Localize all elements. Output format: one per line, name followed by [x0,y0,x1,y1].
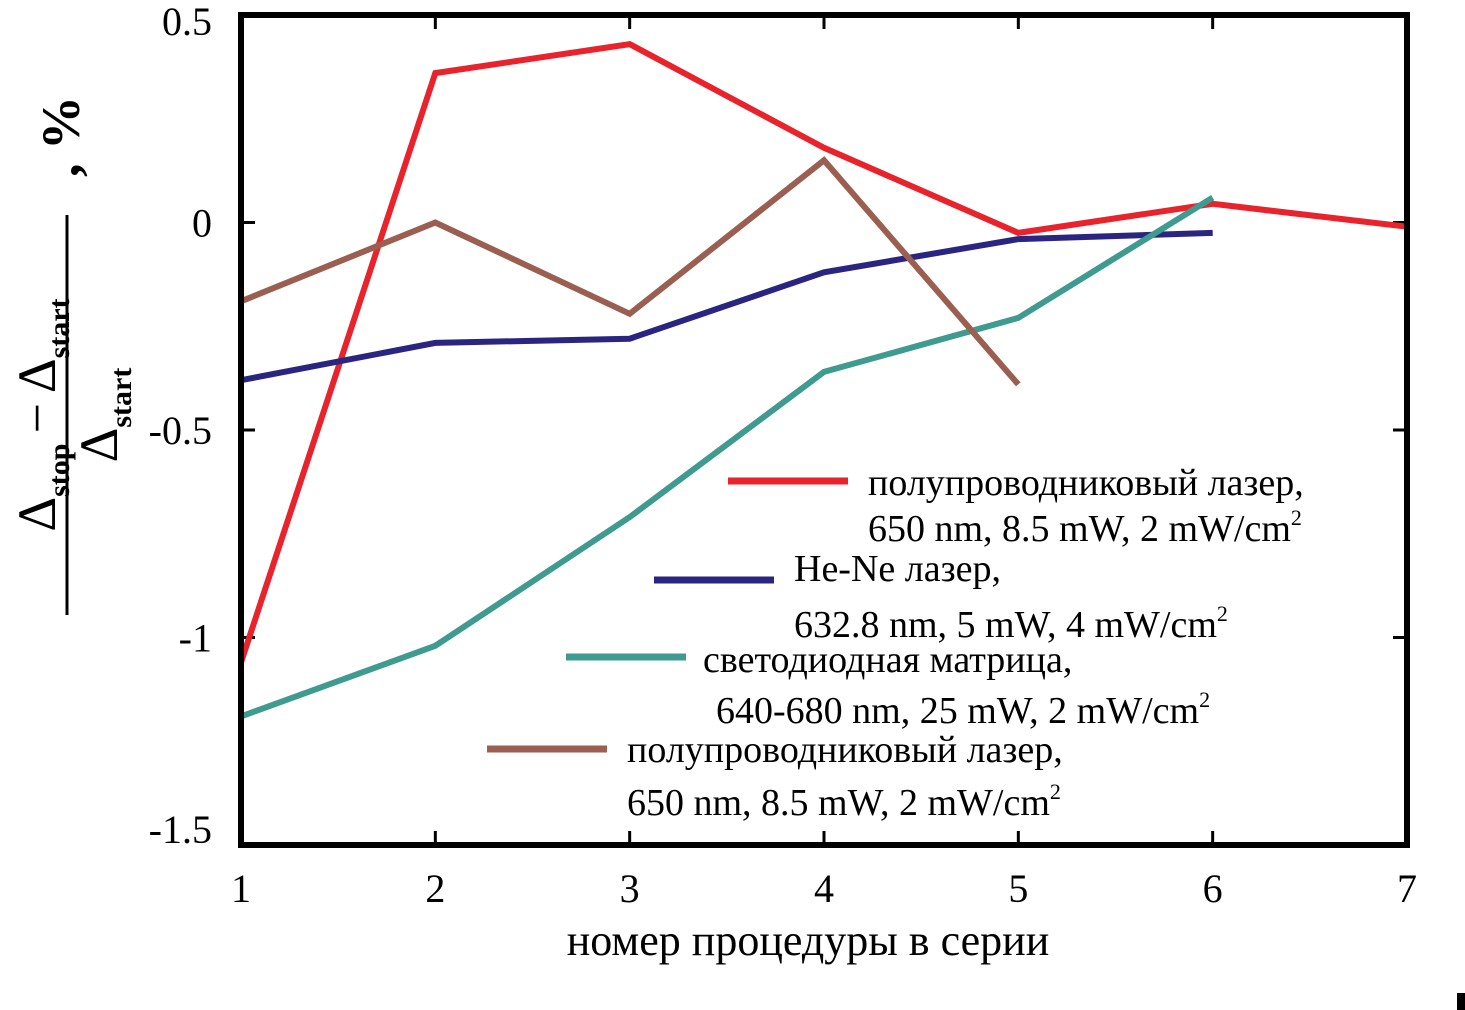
ylabel-sub-start-2: start [105,368,138,428]
y-tick-label: -0.5 [149,408,212,453]
legend-label-2: He-Ne лазер, [794,548,1001,590]
x-tick-label: 5 [1008,866,1028,911]
series-line-1 [238,40,1408,664]
series-line-4 [239,156,1021,387]
y-tick-label: 0 [192,201,212,246]
x-tick-label: 3 [620,866,640,911]
x-tick-label: 2 [425,866,445,911]
ylabel-unit: , % [31,96,91,177]
x-tick-label: 7 [1397,866,1417,911]
legend-detail-3: 640-680 nm, 25 mW, 2 mW/cm2 [716,687,1210,732]
y-axis-label: Δstop−Δstart Δstart , % [7,96,138,615]
ylabel-sub-start-1: start [43,298,76,358]
ylabel-delta-1: Δ [7,497,67,532]
series-line-3 [239,195,1215,720]
y-tick-label: 0.5 [162,0,212,44]
legend-detail-4: 650 nm, 8.5 mW, 2 mW/cm2 [627,779,1061,824]
ylabel-delta-3: Δ [69,428,129,463]
svg-text:Δstart: Δstart [69,368,138,463]
ylabel-sub-stop: stop [43,444,76,497]
legend-detail-2: 632.8 nm, 5 mW, 4 mW/cm2 [794,601,1228,646]
x-tick-label: 4 [814,866,834,911]
svg-text:Δstop−Δstart: Δstop − Δstart [7,298,76,531]
ylabel-minus: − [7,403,67,433]
legend-label-4: полупроводниковый лазер, [627,729,1063,771]
legend-label-1: полупроводниковый лазер, [868,462,1304,504]
x-tick-label: 1 [231,866,251,911]
legend-label-3: светодиодная матрица, [703,639,1072,681]
plot-frame [238,12,1410,848]
x-axis-label: номер процедуры в серии [567,916,1050,965]
corner-mark [1457,993,1465,1010]
series-line-2 [240,229,1213,384]
y-tick-label: -1.5 [149,807,212,852]
ylabel-delta-2: Δ [7,358,67,393]
x-tick-label: 6 [1203,866,1223,911]
legend-detail-1: 650 nm, 8.5 mW, 2 mW/cm2 [868,505,1302,550]
y-tick-label: -1 [179,616,212,661]
